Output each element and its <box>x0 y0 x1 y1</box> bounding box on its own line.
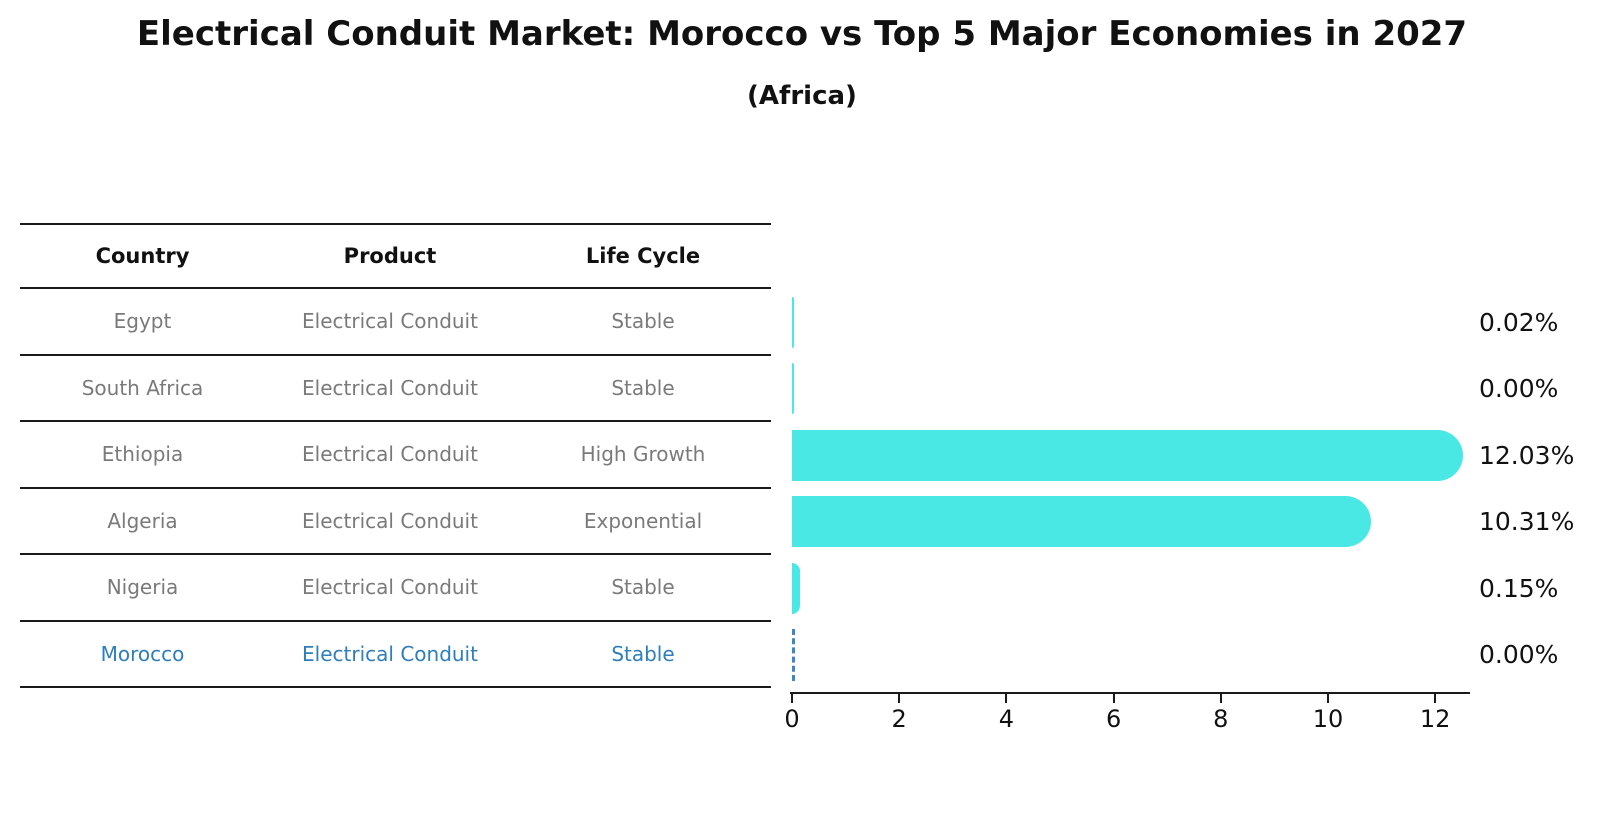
cell-life-cycle: Stable <box>611 375 675 400</box>
table-row-egypt: Egypt Electrical Conduit Stable <box>20 289 771 356</box>
chart-title: Electrical Conduit Market: Morocco vs To… <box>136 14 1468 54</box>
cell-life-cycle: High Growth <box>580 442 706 467</box>
x-tick-label-0: 0 <box>784 705 800 733</box>
column-header-life-cycle: Life Cycle <box>585 244 701 268</box>
x-tick-mark-10 <box>1327 694 1329 703</box>
bar-row-egypt <box>792 289 1512 356</box>
bars-area <box>792 289 1512 688</box>
value-label-row-morocco: 0.00% <box>1479 622 1574 689</box>
table-row-morocco: Morocco Electrical Conduit Stable <box>20 622 771 688</box>
value-label-row-algeria: 10.31% <box>1479 489 1574 556</box>
x-tick-mark-4 <box>1005 694 1008 703</box>
value-label-south-africa: 0.00% <box>1479 374 1559 404</box>
x-tick-mark-0 <box>791 694 793 703</box>
x-tick-mark-12 <box>1434 694 1437 703</box>
bar-morocco <box>792 628 795 681</box>
cell-product: Electrical Conduit <box>302 375 478 400</box>
x-tick-label-10: 10 <box>1312 705 1344 733</box>
cell-country: South Africa <box>81 375 204 400</box>
column-header-country: Country <box>95 244 190 268</box>
x-tick-mark-6 <box>1112 694 1115 703</box>
cell-life-cycle: Stable <box>611 309 675 334</box>
value-label-nigeria: 0.15% <box>1479 573 1559 603</box>
x-tick-mark-8 <box>1219 694 1222 703</box>
bar-south-africa <box>792 363 794 415</box>
cell-product: Electrical Conduit <box>302 575 478 600</box>
column-header-product: Product <box>343 244 437 268</box>
chart-subtitle: (Africa) <box>747 81 857 111</box>
bar-row-morocco <box>792 622 1512 689</box>
bar-row-nigeria <box>792 555 1512 622</box>
value-labels: 0.02% 0.00% 12.03% 10.31% 0.15% 0.00% <box>1479 289 1574 688</box>
bar-row-ethiopia <box>792 422 1512 489</box>
x-tick-label-2: 2 <box>891 705 907 733</box>
x-tick-label-12: 12 <box>1419 705 1451 733</box>
value-label-row-egypt: 0.02% <box>1479 289 1574 356</box>
value-label-ethiopia: 12.03% <box>1479 440 1575 470</box>
bar-ethiopia <box>792 429 1463 481</box>
table-row-south-africa: South Africa Electrical Conduit Stable <box>20 356 771 422</box>
cell-country: Algeria <box>107 508 178 533</box>
bar-algeria <box>792 496 1371 548</box>
table-row-algeria: Algeria Electrical Conduit Exponential <box>20 489 771 555</box>
cell-product: Electrical Conduit <box>302 309 478 334</box>
cell-life-cycle: Exponential <box>583 508 703 533</box>
table-body: Egypt Electrical Conduit Stable South Afric… <box>20 289 771 688</box>
cell-product: Electrical Conduit <box>302 641 478 666</box>
table-row-nigeria: Nigeria Electrical Conduit Stable <box>20 555 771 622</box>
x-tick-label-6: 6 <box>1105 705 1122 733</box>
cell-country: Egypt <box>113 309 172 334</box>
table-header: Country Product Life Cycle <box>20 223 771 289</box>
cell-life-cycle: Stable <box>611 575 675 600</box>
x-axis-line <box>790 692 1470 694</box>
value-label-row-nigeria: 0.15% <box>1479 555 1574 622</box>
cell-product: Electrical Conduit <box>302 508 478 533</box>
value-label-algeria: 10.31% <box>1479 507 1575 537</box>
value-label-row-south-africa: 0.00% <box>1479 356 1574 423</box>
cell-life-cycle: Stable <box>611 641 675 666</box>
x-tick-mark-2 <box>898 694 901 703</box>
x-tick-label-4: 4 <box>998 705 1015 733</box>
bar-row-south-africa <box>792 356 1512 423</box>
cell-country: Nigeria <box>106 575 179 600</box>
value-label-egypt: 0.02% <box>1479 307 1559 337</box>
table-row-ethiopia: Ethiopia Electrical Conduit High Growth <box>20 422 771 489</box>
cell-country: Morocco <box>100 641 185 666</box>
value-label-morocco: 0.00% <box>1479 640 1559 670</box>
bar-row-algeria <box>792 489 1512 556</box>
cell-product: Electrical Conduit <box>302 442 478 467</box>
bar-nigeria <box>792 562 801 614</box>
bar-egypt <box>792 296 794 348</box>
x-tick-label-8: 8 <box>1213 705 1229 733</box>
value-label-row-ethiopia: 12.03% <box>1479 422 1574 489</box>
cell-country: Ethiopia <box>101 442 184 467</box>
